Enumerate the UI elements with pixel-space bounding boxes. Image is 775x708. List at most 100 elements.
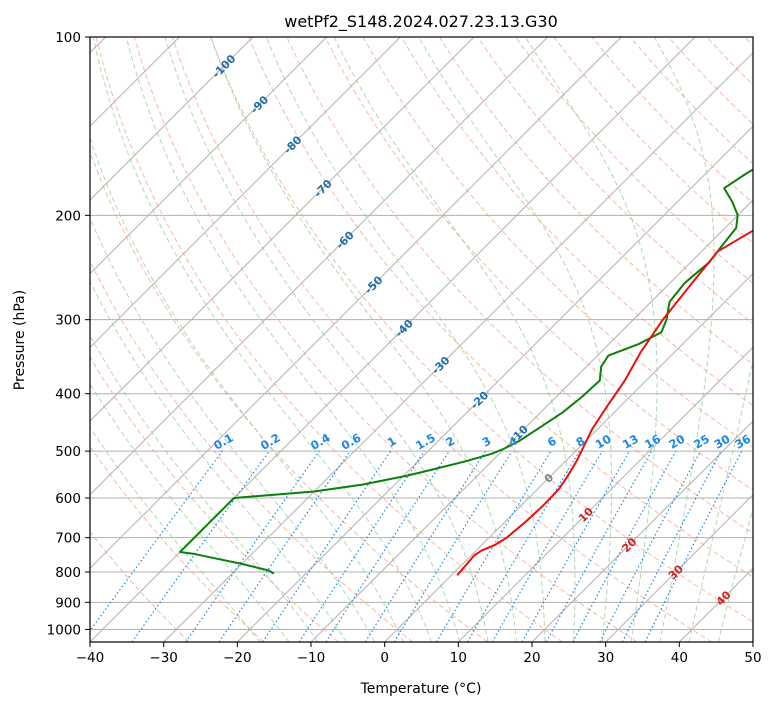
axes: −40 −30 −20 −10 0 10 20 30 40 5010020030040050060… bbox=[47, 30, 762, 666]
mixing-ratio-line bbox=[572, 450, 677, 642]
mixing-ratio-label: 1.5 bbox=[413, 430, 438, 452]
mixing-ratio-line bbox=[90, 450, 223, 632]
series-layer bbox=[179, 168, 753, 576]
moist-adiabat-line bbox=[688, 358, 753, 642]
isotherm-line bbox=[457, 346, 753, 642]
mixing-ratio-label: 25 bbox=[691, 432, 712, 452]
isotherm-line bbox=[531, 420, 753, 642]
dry-adiabat-line bbox=[515, 37, 753, 284]
mixing-ratio-line bbox=[435, 450, 552, 642]
dry-adiabat-line bbox=[362, 37, 753, 449]
mixing-ratio-label: 13 bbox=[620, 432, 641, 452]
x-tick-label: 20 bbox=[523, 650, 540, 666]
isotherm-line bbox=[90, 37, 401, 349]
dry-adiabat-line bbox=[438, 37, 753, 366]
isotherm-line bbox=[678, 567, 753, 642]
dry-adiabat-line bbox=[248, 37, 753, 578]
dry-adiabat-line bbox=[591, 37, 753, 204]
mixing-ratio-label: 3 bbox=[479, 434, 493, 450]
y-tick-label: 1000 bbox=[47, 622, 81, 638]
isotherm-line bbox=[752, 641, 753, 642]
moist-adiabat-line bbox=[418, 37, 613, 642]
dry-adiabat-line bbox=[668, 37, 753, 125]
mixing-ratio-label: 0.2 bbox=[258, 430, 283, 452]
mixing-ratio-line bbox=[131, 450, 270, 642]
moist-adiabat-line bbox=[90, 280, 347, 642]
x-tick-label: 0 bbox=[380, 650, 389, 666]
x-tick-label: 10 bbox=[450, 650, 467, 666]
y-tick-label: 800 bbox=[55, 565, 81, 581]
dry-adiabat-line bbox=[90, 150, 488, 642]
mixing-ratio-label: 10 bbox=[593, 432, 614, 452]
mixing-ratio-line bbox=[325, 450, 450, 642]
isotherm-line bbox=[163, 51, 753, 642]
mixing-ratio-label: 36 bbox=[732, 432, 753, 452]
isotherm-line bbox=[605, 493, 753, 642]
isotherm-line bbox=[90, 37, 254, 201]
isotherm-line bbox=[310, 199, 753, 642]
isotherm-label: -70 bbox=[312, 177, 335, 200]
moist-adiabat-line bbox=[653, 37, 715, 642]
plot-frame bbox=[89, 36, 754, 643]
dry-adiabat-line bbox=[706, 37, 753, 86]
mixing-ratio-label: 16 bbox=[642, 432, 663, 452]
moist-adiabat-line bbox=[90, 334, 319, 642]
dry-adiabat-line bbox=[90, 531, 190, 642]
mixing-ratio-line bbox=[298, 450, 425, 642]
moist-adiabat-line bbox=[210, 37, 517, 642]
dry-adiabat-line bbox=[324, 37, 753, 491]
isotherm-line bbox=[90, 37, 622, 570]
dry-adiabat-line bbox=[95, 37, 563, 642]
moist-adiabat-line bbox=[717, 506, 753, 642]
moist-adiabat-line bbox=[90, 382, 290, 642]
x-tick-label: 50 bbox=[744, 650, 761, 666]
dry-adiabat-line bbox=[90, 356, 339, 642]
x-tick-label: 40 bbox=[671, 650, 688, 666]
mixing-ratio-label: 30 bbox=[712, 432, 733, 452]
dry-adiabat-line bbox=[744, 37, 753, 47]
isotherm-line bbox=[384, 272, 753, 642]
moist-adiabat-line bbox=[333, 37, 576, 642]
dewpoint-line bbox=[179, 168, 753, 575]
x-tick-label: −30 bbox=[149, 650, 178, 666]
dry-adiabat-line bbox=[553, 37, 753, 244]
isotherm-label: -80 bbox=[281, 133, 304, 156]
mixing-ratio-line bbox=[599, 450, 702, 642]
x-tick-label: 30 bbox=[597, 650, 614, 666]
dry-adiabat-line bbox=[90, 445, 264, 642]
mixing-ratio-line bbox=[644, 450, 743, 642]
moist-adiabat-line bbox=[90, 426, 261, 642]
y-axis-label: Pressure (hPa) bbox=[12, 290, 28, 390]
y-tick-label: 700 bbox=[55, 531, 81, 547]
moist-adiabat-line bbox=[164, 37, 489, 642]
y-tick-label: 600 bbox=[55, 491, 81, 507]
x-axis-label: Temperature (°C) bbox=[360, 681, 482, 697]
mixing-ratio-label: 0.1 bbox=[211, 430, 236, 452]
mixing-ratio-label: 6 bbox=[545, 434, 559, 450]
moist-adiabat-line bbox=[90, 136, 404, 642]
isotherm-line bbox=[236, 125, 753, 642]
isotherm-label: -90 bbox=[248, 93, 271, 116]
y-tick-label: 900 bbox=[55, 595, 81, 611]
x-tick-label: −20 bbox=[223, 650, 252, 666]
dry-adiabat-line bbox=[133, 37, 638, 642]
moist-adiabat-line bbox=[265, 37, 546, 642]
mixing-ratio-label: 0.6 bbox=[339, 430, 364, 452]
background-lines bbox=[90, 37, 753, 642]
moist-adiabat-line bbox=[524, 37, 658, 642]
mixing-ratio-line bbox=[185, 450, 320, 642]
dry-adiabat-line bbox=[400, 37, 753, 407]
y-tick-label: 100 bbox=[55, 30, 81, 46]
y-tick-label: 200 bbox=[55, 208, 81, 224]
moist-adiabat-line bbox=[90, 216, 376, 642]
temperature-line bbox=[456, 229, 753, 576]
x-tick-label: −10 bbox=[297, 650, 326, 666]
y-tick-label: 500 bbox=[55, 444, 81, 460]
x-tick-label: −40 bbox=[76, 650, 105, 666]
moist-adiabat-line bbox=[92, 37, 432, 642]
mixing-ratio-line bbox=[393, 450, 513, 642]
mixing-ratio-label: 1 bbox=[385, 434, 399, 450]
mixing-ratio-line bbox=[218, 450, 351, 642]
mixing-ratio-label: 20 bbox=[666, 432, 687, 452]
